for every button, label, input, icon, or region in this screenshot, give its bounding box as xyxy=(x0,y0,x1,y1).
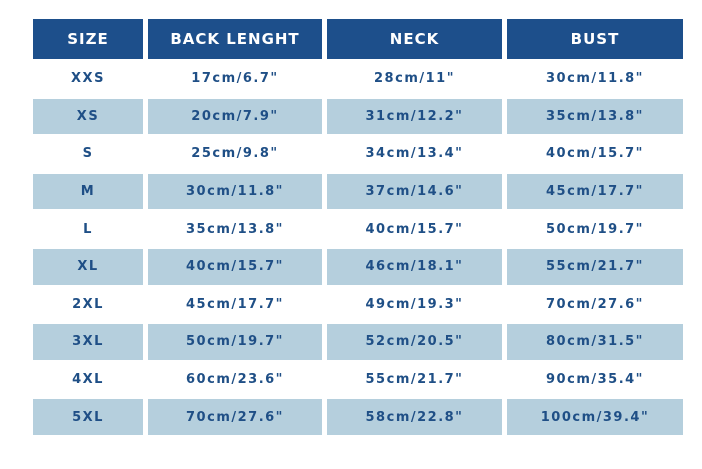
measure-cell: 100cm/39.4" xyxy=(507,399,683,435)
header-cell: BACK LENGHT xyxy=(148,19,322,59)
size-cell: 3XL xyxy=(33,324,143,360)
table-body: XXS 17cm/6.7" 28cm/11" 30cm/11.8" XS 20cm/7.9… xyxy=(33,61,683,435)
size-cell: 5XL xyxy=(33,399,143,435)
measure-cell: 60cm/23.6" xyxy=(186,372,284,388)
header-cell: SIZE xyxy=(33,19,143,59)
table-row: L 35cm/13.8" 40cm/15.7" 50cm/19.7" xyxy=(33,211,683,247)
measure-cell: 40cm/15.7" xyxy=(365,221,464,237)
size-cell: XS xyxy=(33,98,143,135)
measure-cell: 52cm/20.5" xyxy=(327,324,502,360)
measure-cell: 28cm/11" xyxy=(374,71,455,87)
measure-cell: 46cm/18.1" xyxy=(327,248,502,285)
header-row: SIZE BACK LENGHT NECK BUST xyxy=(33,19,683,59)
measure-cell: 35cm/13.8" xyxy=(186,221,284,237)
measure-cell: 45cm/17.7" xyxy=(186,296,284,312)
measure-cell: 40cm/15.7" xyxy=(148,248,322,285)
table-row: XS 20cm/7.9" 31cm/12.2" 35cm/13.8" xyxy=(33,98,683,135)
table-row: XXS 17cm/6.7" 28cm/11" 30cm/11.8" xyxy=(33,61,683,97)
table-row: M 30cm/11.8" 37cm/14.6" 45cm/17.7" xyxy=(33,173,683,210)
size-table: SIZE BACK LENGHT NECK BUST XXS 17cm/6.7" 28cm… xyxy=(28,17,688,437)
header-cell: BUST xyxy=(507,19,683,59)
measure-cell: 55cm/21.7" xyxy=(365,372,464,388)
measure-cell: 70cm/27.6" xyxy=(546,296,644,312)
table-row: 2XL 45cm/17.7" 49cm/19.3" 70cm/27.6" xyxy=(33,287,683,323)
table-row: S 25cm/9.8" 34cm/13.4" 40cm/15.7" xyxy=(33,136,683,172)
measure-cell: 80cm/31.5" xyxy=(507,324,683,360)
size-cell: 4XL xyxy=(72,372,104,388)
measure-cell: 90cm/35.4" xyxy=(546,372,644,388)
measure-cell: 17cm/6.7" xyxy=(191,71,279,87)
measure-cell: 20cm/7.9" xyxy=(148,98,322,135)
size-cell: XXS xyxy=(71,71,105,87)
header-cell: NECK xyxy=(327,19,502,59)
measure-cell: 55cm/21.7" xyxy=(507,248,683,285)
measure-cell: 50cm/19.7" xyxy=(546,221,644,237)
measure-cell: 58cm/22.8" xyxy=(327,399,502,435)
measure-cell: 37cm/14.6" xyxy=(327,173,502,210)
table-row: XL 40cm/15.7" 46cm/18.1" 55cm/21.7" xyxy=(33,248,683,285)
measure-cell: 50cm/19.7" xyxy=(148,324,322,360)
measure-cell: 30cm/11.8" xyxy=(546,71,644,87)
table-row: 4XL 60cm/23.6" 55cm/21.7" 90cm/35.4" xyxy=(33,362,683,398)
measure-cell: 40cm/15.7" xyxy=(546,146,644,162)
measure-cell: 25cm/9.8" xyxy=(191,146,279,162)
measure-cell: 30cm/11.8" xyxy=(148,173,322,210)
measure-cell: 35cm/13.8" xyxy=(507,98,683,135)
size-cell: 2XL xyxy=(72,296,104,312)
size-cell: XL xyxy=(33,248,143,285)
measure-cell: 49cm/19.3" xyxy=(365,296,464,312)
measure-cell: 70cm/27.6" xyxy=(148,399,322,435)
size-cell: L xyxy=(83,221,93,237)
size-cell: M xyxy=(33,173,143,210)
measure-cell: 45cm/17.7" xyxy=(507,173,683,210)
measure-cell: 31cm/12.2" xyxy=(327,98,502,135)
table-row: 3XL 50cm/19.7" 52cm/20.5" 80cm/31.5" xyxy=(33,324,683,360)
table-row: 5XL 70cm/27.6" 58cm/22.8" 100cm/39.4" xyxy=(33,399,683,435)
size-cell: S xyxy=(82,146,94,162)
measure-cell: 34cm/13.4" xyxy=(365,146,464,162)
